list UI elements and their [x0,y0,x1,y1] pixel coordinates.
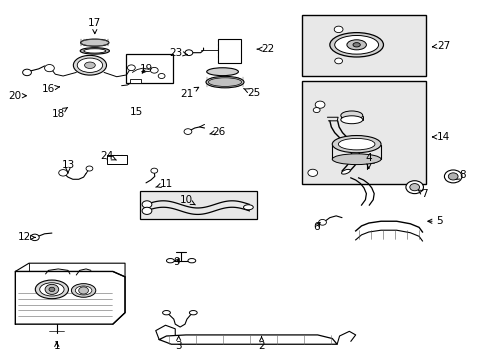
Circle shape [318,220,326,225]
Circle shape [444,170,461,183]
Circle shape [142,207,152,215]
Text: 18: 18 [52,107,67,119]
Ellipse shape [189,311,197,315]
Ellipse shape [341,169,349,174]
Ellipse shape [77,58,102,72]
Bar [302,81,426,184]
Ellipse shape [80,48,109,54]
Circle shape [334,58,342,64]
Text: 12: 12 [18,232,35,242]
Circle shape [409,184,419,191]
Ellipse shape [73,55,106,75]
Circle shape [313,108,320,113]
Text: 5: 5 [427,216,442,226]
Circle shape [150,67,158,73]
Circle shape [59,170,67,176]
Circle shape [86,166,93,171]
Text: 9: 9 [173,257,179,267]
Text: 21: 21 [180,87,198,99]
Circle shape [447,173,457,180]
Text: 4: 4 [365,153,371,168]
Circle shape [333,26,342,33]
Ellipse shape [83,49,105,53]
Circle shape [79,287,88,294]
Circle shape [307,169,317,176]
Ellipse shape [352,42,360,47]
Bar [302,15,426,76]
Ellipse shape [71,284,96,297]
Circle shape [405,181,423,194]
Text: 13: 13 [61,160,75,173]
Text: 26: 26 [209,127,225,136]
Text: 25: 25 [243,88,260,98]
Ellipse shape [334,36,378,54]
Ellipse shape [331,135,380,153]
Ellipse shape [84,62,95,68]
Text: 15: 15 [129,107,142,117]
Ellipse shape [346,40,366,50]
Ellipse shape [331,154,380,165]
Ellipse shape [40,283,64,296]
Text: 14: 14 [431,132,449,142]
Bar [217,39,241,63]
Circle shape [142,201,152,208]
Circle shape [44,64,54,72]
Text: 3: 3 [175,336,182,351]
Ellipse shape [162,311,170,315]
Ellipse shape [187,258,195,263]
Bar [130,78,141,83]
Text: 27: 27 [431,41,449,50]
Circle shape [30,234,39,240]
Bar [140,191,256,220]
Circle shape [49,287,55,292]
Text: 6: 6 [313,222,320,231]
Text: 7: 7 [417,189,427,199]
Ellipse shape [206,68,238,76]
Ellipse shape [340,116,362,124]
Text: 1: 1 [53,341,60,351]
Text: 8: 8 [454,170,466,180]
Circle shape [184,50,192,55]
Bar [126,54,172,83]
Ellipse shape [81,39,109,46]
Text: 20: 20 [8,91,26,101]
Circle shape [315,101,325,108]
Text: 24: 24 [100,150,116,161]
Text: 23: 23 [169,48,187,58]
Text: 11: 11 [156,179,173,189]
Circle shape [183,129,191,134]
Ellipse shape [75,286,92,295]
Circle shape [127,65,135,71]
Text: 17: 17 [88,18,101,34]
Text: 22: 22 [257,44,274,54]
Text: 2: 2 [258,337,264,351]
Ellipse shape [340,111,362,120]
Ellipse shape [166,258,174,263]
Circle shape [151,168,158,173]
Ellipse shape [329,33,383,57]
Text: 16: 16 [42,84,60,94]
Ellipse shape [205,76,244,88]
Ellipse shape [243,205,253,210]
Text: 19: 19 [139,64,152,74]
Circle shape [45,284,59,294]
Text: 10: 10 [179,195,195,205]
Bar [107,155,127,164]
Circle shape [22,69,31,76]
Ellipse shape [338,138,374,150]
Ellipse shape [35,280,68,299]
Circle shape [158,73,164,78]
